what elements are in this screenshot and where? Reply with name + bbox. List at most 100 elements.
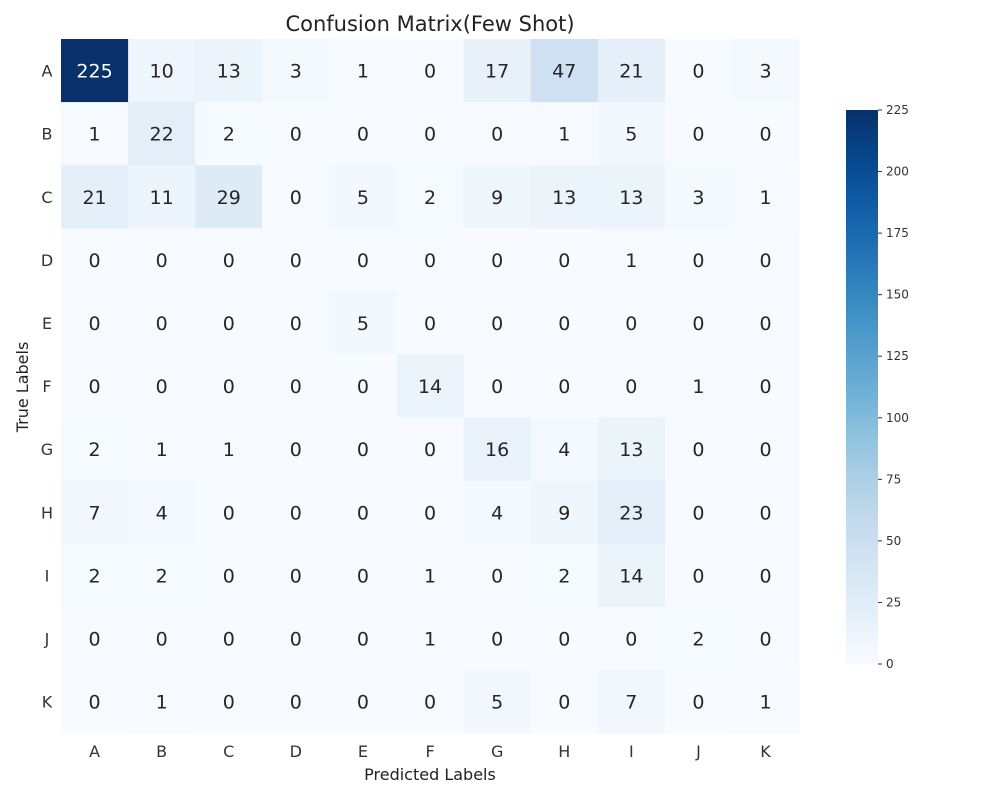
cell-value-label: 0 — [156, 250, 168, 272]
heatmap-cell — [61, 228, 129, 292]
heatmap-cell — [463, 354, 532, 419]
heatmap-cell — [329, 165, 398, 229]
heatmap-cell — [396, 102, 465, 166]
cell-value-label: 0 — [692, 692, 704, 714]
cell-value-label: 0 — [290, 376, 302, 398]
x-tick-label: K — [760, 742, 771, 761]
heatmap-cell — [530, 228, 599, 292]
colorbar-tick-label: 50 — [886, 534, 901, 548]
heatmap-cell — [61, 606, 129, 671]
heatmap-cell — [530, 165, 599, 229]
cell-value-label: 0 — [692, 565, 704, 587]
cell-value-label: 0 — [290, 502, 302, 524]
cell-value-label: 16 — [485, 439, 509, 461]
cell-value-label: 47 — [552, 61, 576, 83]
heatmap-cell — [664, 291, 733, 356]
heatmap-cell — [732, 354, 800, 419]
cell-value-label: 0 — [625, 376, 637, 398]
cell-value-label: 2 — [692, 628, 704, 650]
cell-value-label: 5 — [357, 187, 369, 209]
cell-value-label: 0 — [223, 502, 235, 524]
heatmap-cell — [128, 670, 196, 734]
cell-value-label: 4 — [156, 502, 168, 524]
cell-value-label: 0 — [760, 502, 772, 524]
heatmap-cell — [329, 354, 398, 419]
cell-value-label: 0 — [223, 565, 235, 587]
colorbar-tick-label: 175 — [886, 226, 909, 240]
heatmap-cell — [530, 670, 599, 734]
cell-value-label: 22 — [150, 124, 174, 146]
heatmap-cell — [262, 606, 330, 671]
colorbar-tick-label: 0 — [886, 657, 894, 671]
cell-value-label: 0 — [290, 187, 302, 209]
heatmap-cell — [530, 354, 599, 419]
heatmap-cell — [195, 354, 263, 419]
cell-value-label: 0 — [424, 313, 436, 335]
cell-value-label: 0 — [491, 313, 503, 335]
y-tick-label: B — [42, 125, 53, 144]
heatmap-cell — [530, 606, 599, 671]
cell-value-label: 0 — [424, 250, 436, 272]
cell-value-label: 0 — [760, 628, 772, 650]
cell-value-label: 29 — [217, 187, 241, 209]
cell-value-label: 1 — [89, 124, 101, 146]
cell-value-label: 7 — [625, 692, 637, 714]
heatmap-cell — [530, 291, 599, 356]
heatmap-cell — [732, 670, 800, 734]
heatmap-cell — [732, 606, 800, 671]
heatmap-cell — [262, 291, 330, 356]
y-tick-label: A — [42, 62, 53, 81]
heatmap-cell — [128, 480, 196, 545]
heatmap-cell — [128, 417, 196, 482]
cell-value-label: 9 — [558, 502, 570, 524]
heatmap-cell — [61, 291, 129, 356]
heatmap-cell — [463, 228, 532, 292]
cell-value-label: 0 — [89, 628, 101, 650]
x-tick-label: E — [358, 742, 368, 761]
cell-value-label: 0 — [223, 692, 235, 714]
cell-value-label: 0 — [290, 124, 302, 146]
heatmap-cell — [597, 39, 666, 103]
cell-value-label: 0 — [692, 124, 704, 146]
cell-value-label: 1 — [760, 187, 772, 209]
cell-value-label: 2 — [424, 187, 436, 209]
heatmap-cell — [463, 165, 532, 229]
cell-value-label: 1 — [692, 376, 704, 398]
cell-value-label: 0 — [290, 250, 302, 272]
cell-value-label: 0 — [357, 628, 369, 650]
y-tick-label: J — [44, 629, 50, 648]
cell-value-label: 17 — [485, 61, 509, 83]
heatmap-cell — [463, 417, 532, 482]
colorbar-tick-label: 150 — [886, 288, 909, 302]
y-tick-label: G — [41, 440, 53, 459]
colorbar-tick-label: 225 — [886, 103, 909, 117]
heatmap-cell — [128, 102, 196, 166]
heatmap-cell — [732, 165, 800, 229]
heatmap-cell — [463, 606, 532, 671]
cell-value-label: 1 — [625, 250, 637, 272]
heatmap-cell — [732, 291, 800, 356]
cell-value-label: 0 — [290, 692, 302, 714]
x-tick-label: H — [558, 742, 570, 761]
cell-value-label: 0 — [357, 502, 369, 524]
heatmap-cell — [664, 102, 733, 166]
heatmap-cell — [463, 480, 532, 545]
heatmap-cell — [530, 102, 599, 166]
heatmap-cell — [262, 228, 330, 292]
heatmap-cell — [128, 606, 196, 671]
heatmap-cell — [597, 670, 666, 734]
cell-value-label: 13 — [619, 439, 643, 461]
heatmap-cell — [262, 102, 330, 166]
heatmap-cell — [195, 228, 263, 292]
cell-value-label: 2 — [89, 439, 101, 461]
heatmap-cell — [530, 543, 599, 608]
heatmap-cell — [61, 102, 129, 166]
cell-value-label: 0 — [290, 439, 302, 461]
cell-value-label: 5 — [357, 313, 369, 335]
cell-value-label: 5 — [625, 124, 637, 146]
heatmap-cell — [195, 417, 263, 482]
cell-value-label: 0 — [692, 502, 704, 524]
heatmap-cell — [597, 417, 666, 482]
cell-value-label: 0 — [558, 250, 570, 272]
cell-value-label: 0 — [223, 313, 235, 335]
